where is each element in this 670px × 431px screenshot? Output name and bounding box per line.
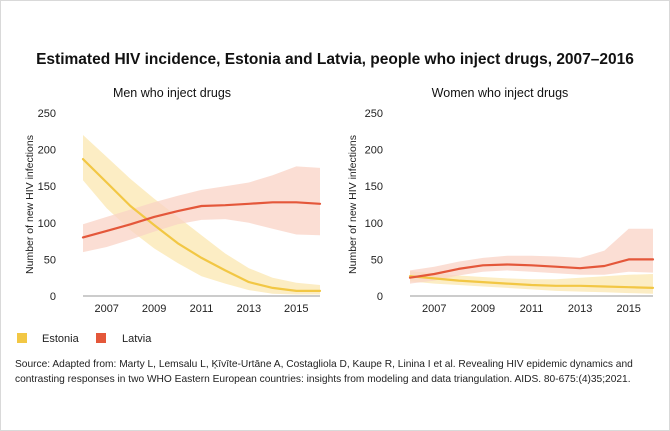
legend-label-latvia: Latvia	[122, 333, 152, 345]
y-axis-label-women-who-inject-drugs: Number of new HIV infections	[347, 135, 359, 274]
y-tick-label-250: 250	[365, 108, 383, 120]
legend-label-estonia: Estonia	[42, 333, 80, 345]
x-tick-label-2011: 2011	[520, 303, 544, 315]
y-axis-label-men-who-inject-drugs: Number of new HIV infections	[24, 135, 36, 274]
panel-title-men-who-inject-drugs: Men who inject drugs	[113, 86, 231, 100]
x-tick-label-2009: 2009	[471, 303, 495, 315]
y-tick-label-50: 50	[371, 254, 383, 266]
panel-men: Men who inject drugs Number of new HIV in…	[24, 86, 322, 315]
y-tick-label-100: 100	[365, 218, 383, 230]
y-tick-label-200: 200	[38, 145, 56, 157]
y-tick-label-100: 100	[38, 218, 56, 230]
legend-swatch-latvia	[96, 333, 106, 343]
x-tick-label-2013: 2013	[568, 303, 592, 315]
x-tick-label-2011: 2011	[190, 303, 214, 315]
x-tick-label-2009: 2009	[142, 303, 166, 315]
series-line-estonia	[81, 158, 322, 292]
source-note: Source: Adapted from: Marty L, Lemsalu L…	[15, 359, 633, 385]
x-tick-label-2015: 2015	[616, 303, 640, 315]
legend-swatch-estonia	[17, 333, 27, 343]
legend: Estonia Latvia	[17, 333, 152, 345]
figure-title: Estimated HIV incidence, Estonia and Lat…	[36, 51, 634, 68]
series-line-latvia	[81, 201, 322, 239]
uncertainty-band-estonia	[410, 271, 653, 294]
x-tick-label-2013: 2013	[237, 303, 261, 315]
y-tick-label-0: 0	[377, 291, 383, 303]
x-tick-label-2015: 2015	[284, 303, 308, 315]
panel-women: Women who inject drugs Number of new HIV …	[347, 86, 655, 315]
x-tick-label-2007: 2007	[94, 303, 118, 315]
series-line-latvia	[408, 258, 655, 279]
uncertainty-band-latvia	[83, 166, 320, 253]
y-tick-label-250: 250	[38, 108, 56, 120]
uncertainty-band-latvia	[410, 228, 653, 284]
y-tick-label-50: 50	[44, 254, 56, 266]
x-tick-label-2007: 2007	[422, 303, 446, 315]
y-tick-label-200: 200	[365, 145, 383, 157]
y-tick-label-150: 150	[365, 181, 383, 193]
panel-title-women-who-inject-drugs: Women who inject drugs	[432, 86, 569, 100]
y-tick-label-0: 0	[50, 291, 56, 303]
y-tick-label-150: 150	[38, 181, 56, 193]
series-line-estonia	[408, 275, 655, 289]
